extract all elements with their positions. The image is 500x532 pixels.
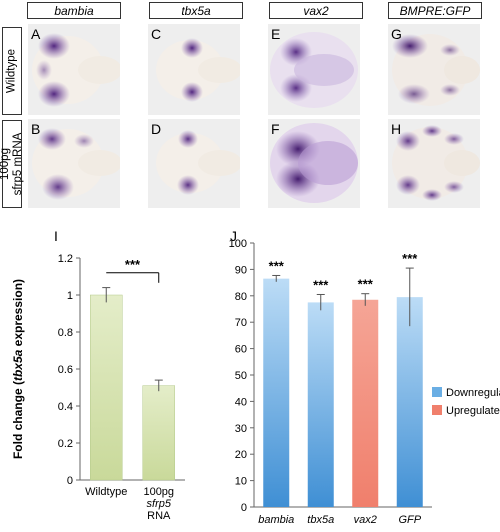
x-tick-label-j: tbx5a [307,514,334,526]
panel-g: G [388,24,480,115]
significance-label-i: *** [125,257,141,272]
legend-swatch-upregulated [432,405,442,415]
row-header-wildtype: Wildtype [2,27,22,115]
x-tick-label-j: bambia [258,514,294,526]
y-tick-label-j: 80 [235,291,247,303]
bar-i-0 [90,294,123,481]
chart-j-letter: J [230,228,237,244]
significance-label-j: *** [269,258,285,273]
legend-label-downregulated: Downregulated [446,387,500,399]
row-label-wildtype: Wildtype [5,48,18,94]
panel-label-f: F [271,121,280,137]
y-tick-label-i: 0.8 [58,327,73,339]
y-tick-label-j: 50 [235,370,247,382]
y-tick-label-j: 20 [235,449,247,461]
y-axis-label-part: tbx5a [11,349,25,381]
embryo-image-a [32,33,120,107]
y-tick-label-j: 10 [235,476,247,488]
x-tick-label-j: GFP [398,514,421,526]
y-tick-label-j: 30 [235,423,247,435]
panel-h: H [388,119,480,208]
y-tick-label-j: 100 [229,238,247,250]
column-header-bambia: bambia [27,2,121,19]
x-tick-label-i: sfrp5 [147,498,172,510]
y-tick-label-i: 1.2 [58,253,73,265]
panel-f: F [268,119,360,208]
chart-j: 0102030405060708090100Percent affected e… [229,238,500,526]
panel-label-a: A [31,26,41,42]
chart-i: 0 0.2 0.4 0.6 0.8 1 1.2 Fold change (tbx5a expr… [11,253,185,522]
bar-j-tbx5a [307,302,334,507]
y-axis-label-part: Fold change ( [11,381,25,459]
y-tick-label-i: 0 [67,475,73,487]
panel-e: E [268,24,360,115]
x-tick-label-i: Wildtype [85,486,127,498]
y-tick-label-i: 1 [67,290,73,302]
panel-c: C [148,24,240,115]
embryo-image-f [270,123,358,203]
y-axis-label-part: expression) [11,279,25,350]
panel-label-e: E [271,26,281,42]
column-header-tbx5a: tbx5a [149,2,243,19]
panel-label-h: H [391,121,402,137]
y-tick-label-j: 0 [241,502,247,514]
significance-label-j: *** [358,277,374,292]
y-tick-label-j: 90 [235,264,247,276]
embryo-image-h [392,125,480,201]
y-tick-label-j: 40 [235,396,247,408]
y-tick-label-i: 0.4 [58,401,73,413]
y-tick-label-j: 60 [235,344,247,356]
panel-label-g: G [391,26,402,42]
embryo-image-c [156,38,240,102]
bar-j-GFP [396,297,423,507]
significance-label-j: *** [313,277,329,292]
bar-i-1 [142,385,175,481]
x-tick-label-i: RNA [147,510,171,522]
column-header-bmpre-gfp: BMPRE:GFP [388,2,482,19]
panel-a: A [28,24,120,115]
embryo-image-d [156,130,240,195]
bar-j-bambia [263,278,290,507]
y-axis-label-i: Fold change (tbx5a expression) [11,279,25,459]
significance-label-j: *** [402,251,418,266]
embryo-image-g [392,34,480,106]
y-tick-label-i: 0.2 [58,438,73,450]
row-label-dose: 100pg [0,148,11,180]
panel-label-d: D [151,121,162,137]
chart-i-letter: I [54,228,58,244]
legend-label-upregulated: Upregulated [446,405,500,417]
y-tick-label-i: 0.6 [58,364,73,376]
embryo-image-b [32,128,120,200]
panel-label-c: C [151,26,162,42]
embryo-image-e [270,32,358,108]
x-tick-label-j: vax2 [354,514,377,526]
row-label-sfrp5-mrna: sfrp5 mRNA [12,132,24,196]
panel-b: B [28,119,120,208]
x-tick-label-i: 100pg [143,486,174,498]
column-header-vax2: vax2 [269,2,363,19]
bar-j-vax2 [352,299,379,507]
panel-label-b: B [31,121,41,137]
legend-swatch-downregulated [432,387,442,397]
panel-d: D [148,119,240,208]
row-header-sfrp5: 100pg sfrp5 mRNA [0,120,24,208]
y-tick-label-j: 70 [235,317,247,329]
